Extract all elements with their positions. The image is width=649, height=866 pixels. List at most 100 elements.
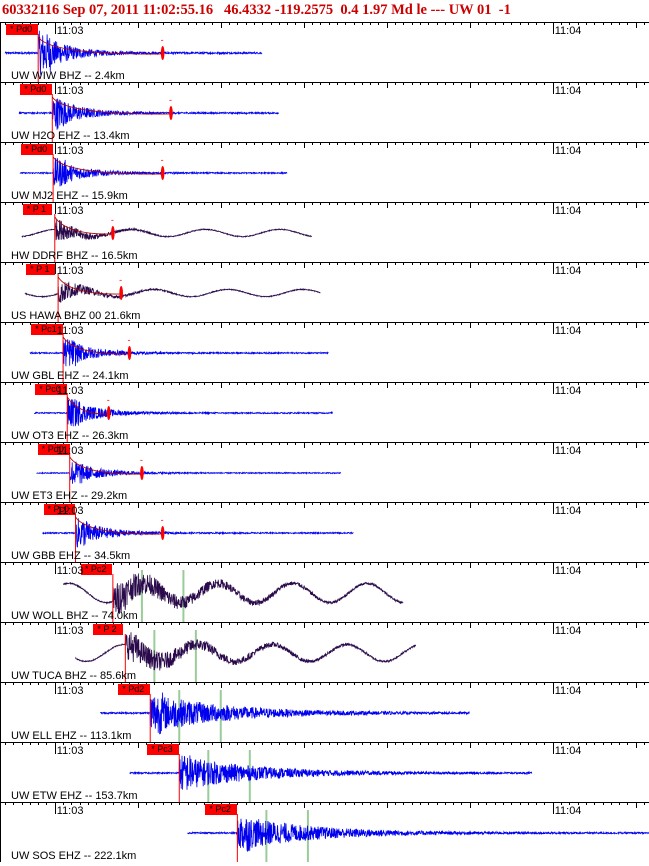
waveform-trace: [36, 461, 342, 484]
waveform-trace: [100, 692, 470, 735]
pick-label[interactable]: * P 1: [26, 264, 56, 275]
station-label: UW TUCA BHZ -- 85.6km: [11, 670, 137, 682]
polarity-mark: -: [119, 275, 122, 285]
trace-panel: - * P 1 11:03 11:04 US HAWA BHZ 00 21.6km: [0, 262, 649, 322]
station-label: UW H2O EHZ -- 13.4km: [11, 130, 130, 142]
waveform-trace: [187, 818, 649, 852]
event-datetime: Sep 07, 2011 11:02:55.16: [62, 2, 214, 18]
time-label-left: 11:03: [56, 265, 84, 277]
waveform-trace: [75, 632, 417, 671]
trace-plot: -: [0, 382, 649, 442]
trace-plot: -: [0, 442, 649, 502]
coda-fit: [54, 216, 113, 235]
coda-fit: [52, 156, 163, 175]
coda-end-marker: [106, 406, 111, 420]
waveform-trace: [29, 339, 329, 367]
trace-panel: * Pd2 11:03 11:04 UW ELL EHZ -- 113.1km: [0, 682, 649, 742]
trace-panel: - * Pc1 11:03 11:04 UW GBL EHZ -- 24.1km: [0, 322, 649, 382]
station-label: UW GBB EHZ -- 34.5km: [11, 550, 131, 562]
trace-plot: -: [0, 202, 649, 262]
coda-fit: [75, 516, 163, 535]
station-label: UW MJ2 EHZ -- 15.9km: [11, 190, 128, 202]
trace-panel: * Pc3 11:03 11:04 UW ETW EHZ -- 153.7km: [0, 742, 649, 802]
time-label-left: 11:03: [56, 565, 84, 577]
pick-label[interactable]: * Pc2: [80, 564, 113, 575]
trace-plot: [0, 802, 649, 862]
event-header: 60332116 Sep 07, 2011 11:02:55.16 46.433…: [0, 0, 649, 22]
station-label: UW GBL EHZ -- 24.1km: [11, 370, 129, 382]
coda-end-marker: [169, 106, 173, 120]
pick-label[interactable]: * Pc2: [205, 804, 237, 815]
time-label-right: 11:04: [554, 145, 582, 157]
trace-panel: * P 2 11:03 11:04 UW TUCA BHZ -- 85.6km: [0, 622, 649, 682]
time-label-left: 11:03: [56, 685, 84, 697]
polarity-mark: -: [169, 95, 172, 105]
coda-end-marker: [160, 166, 165, 180]
time-label-left: 11:03: [56, 805, 84, 817]
station-label: UW ETW EHZ -- 153.7km: [11, 790, 138, 802]
time-label-left: 11:03: [56, 145, 84, 157]
coda-fit: [69, 456, 142, 475]
pick-label[interactable]: * P 1: [22, 204, 53, 215]
coda-fit: [37, 36, 163, 55]
pick-label[interactable]: * P 2: [93, 624, 123, 635]
station-label: UW WIW BHZ -- 2.4km: [11, 70, 125, 82]
trace-plot: -: [0, 82, 649, 142]
trace-panel: - * Pc0 11:03 11:04 UW OT3 EHZ -- 26.3km: [0, 382, 649, 442]
waveform-trace: [4, 30, 263, 75]
coda-fit: [62, 336, 130, 355]
polarity-mark: -: [107, 395, 110, 405]
trace-plot: [0, 742, 649, 802]
time-label-right: 11:04: [554, 565, 582, 577]
event-summary: 60332116 Sep 07, 2011 11:02:55.16 46.433…: [2, 2, 511, 19]
coda-end-marker: [160, 46, 165, 60]
time-label-right: 11:04: [554, 505, 582, 517]
time-label-right: 11:04: [554, 325, 582, 337]
event-flags: le ---: [416, 2, 446, 18]
pick-label[interactable]: * Pc0: [35, 384, 67, 395]
waveform-trace: [62, 573, 404, 614]
pick-label[interactable]: * Pd0: [20, 84, 53, 95]
time-label-right: 11:04: [554, 25, 582, 37]
polarity-mark: -: [161, 35, 164, 45]
station-label: HW DDRF BHZ -- 16.5km: [11, 250, 138, 262]
coda-end-marker: [160, 526, 165, 540]
polarity-mark: -: [161, 515, 164, 525]
waveform-trace: [18, 98, 280, 130]
time-label-left: 11:03: [56, 325, 84, 337]
trace-panel: * Pc2 11:03 11:04 UW WOLL BHZ -- 74.0km: [0, 562, 649, 622]
time-label-right: 11:04: [554, 385, 582, 397]
time-label-right: 11:04: [554, 685, 582, 697]
event-extra: -1: [498, 2, 511, 18]
trace-panel: * Pc2 11:03 11:04 UW SOS EHZ -- 222.1km: [0, 802, 649, 862]
pick-label[interactable]: * Pc1: [31, 324, 63, 335]
event-id: 60332116: [2, 2, 60, 18]
pick-label[interactable]: * Pd0: [21, 144, 54, 155]
waveform-trace: [129, 755, 533, 790]
time-label-left: 11:03: [56, 385, 84, 397]
trace-plot: [0, 682, 649, 742]
pick-label[interactable]: * Pc0: [43, 504, 76, 515]
trace-plot: [0, 562, 649, 622]
trace-panel: - * Pc0 11:03 11:04 UW GBB EHZ -- 34.5km: [0, 502, 649, 562]
trace-plot: -: [0, 322, 649, 382]
seismogram-panels: - * Pd0 11:03 11:04 UW WIW BHZ -- 2.4km - * Pd…: [0, 22, 649, 866]
waveform-trace: [41, 518, 354, 548]
trace-plot: [0, 622, 649, 682]
pick-label[interactable]: * Pd0: [6, 24, 39, 35]
event-version: 01: [477, 2, 492, 18]
time-label-left: 11:03: [56, 85, 84, 97]
pick-label[interactable]: * Pc3: [147, 744, 179, 755]
time-label-right: 11:04: [554, 625, 582, 637]
event-depth: 0.4: [340, 2, 359, 18]
trace-panel: - * Pd0 11:03 11:04 UW ET3 EHZ -- 29.2km: [0, 442, 649, 502]
time-label-left: 11:03: [56, 445, 84, 457]
polarity-mark: -: [161, 155, 164, 165]
coda-fit: [51, 96, 171, 115]
polarity-mark: -: [140, 455, 143, 465]
event-network: UW: [448, 2, 474, 18]
pick-label[interactable]: * Pd0: [37, 444, 70, 455]
time-label-right: 11:04: [554, 265, 582, 277]
pick-label[interactable]: * Pd2: [118, 684, 151, 695]
waveform-trace: [21, 218, 312, 241]
